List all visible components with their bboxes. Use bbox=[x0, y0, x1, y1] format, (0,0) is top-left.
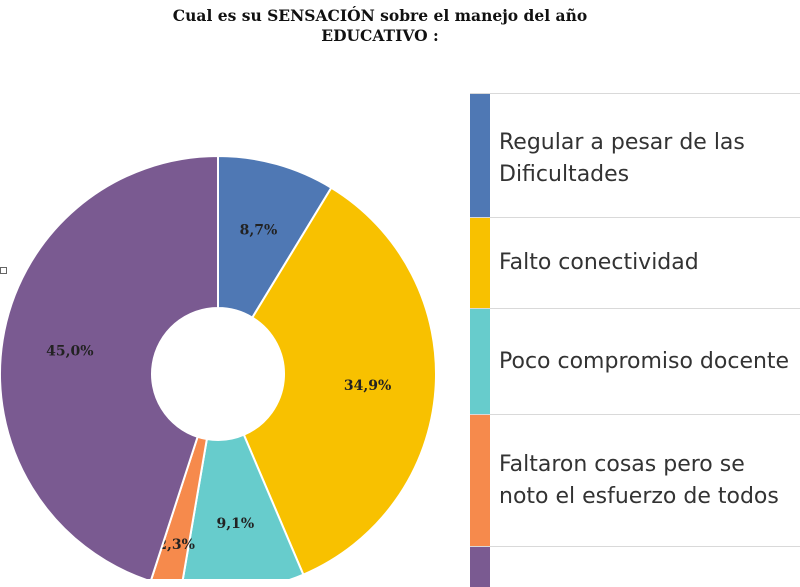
legend-item-purple bbox=[470, 547, 800, 587]
legend-swatch-orange bbox=[470, 415, 490, 546]
slice-conectividad-label: 34,9% bbox=[344, 378, 391, 394]
donut-hole bbox=[152, 308, 284, 440]
legend-swatch-yellow bbox=[470, 218, 490, 308]
legend-label-esfuerzo: Faltaron cosas pero se noto el esfuerzo … bbox=[499, 451, 779, 509]
donut-chart: 8,7% 34,9% 9,1% 2,3% 45,0% bbox=[0, 154, 437, 579]
legend-swatch-purple bbox=[470, 547, 490, 587]
legend-label-regular: Regular a pesar de las Dificultades bbox=[499, 129, 745, 187]
slice-compromiso-label: 9,1% bbox=[217, 516, 255, 532]
legend-swatch-teal bbox=[470, 309, 490, 414]
legend-item-compromiso: Poco compromiso docente bbox=[470, 309, 800, 415]
slice-esfuerzo-label: 2,3% bbox=[157, 537, 195, 553]
chart-title-line2: EDUCATIVO : bbox=[321, 26, 439, 45]
chart-title-line1: Cual es su SENSACIÓN sobre el manejo del… bbox=[172, 6, 588, 25]
chart-legend: Regular a pesar de las Dificultades Falt… bbox=[470, 93, 800, 587]
slice-regular-label: 8,7% bbox=[240, 223, 278, 239]
stray-checkbox-icon bbox=[0, 267, 7, 274]
chart-title: Cual es su SENSACIÓN sobre el manejo del… bbox=[0, 6, 760, 46]
legend-item-regular: Regular a pesar de las Dificultades bbox=[470, 94, 800, 218]
slice-purple-label: 45,0% bbox=[46, 344, 93, 360]
legend-label-conectividad: Falto conectividad bbox=[499, 250, 699, 275]
legend-swatch-blue bbox=[470, 94, 490, 217]
legend-label-compromiso: Poco compromiso docente bbox=[499, 348, 790, 374]
legend-item-esfuerzo: Faltaron cosas pero se noto el esfuerzo … bbox=[470, 415, 800, 547]
legend-item-conectividad: Falto conectividad bbox=[470, 218, 800, 309]
